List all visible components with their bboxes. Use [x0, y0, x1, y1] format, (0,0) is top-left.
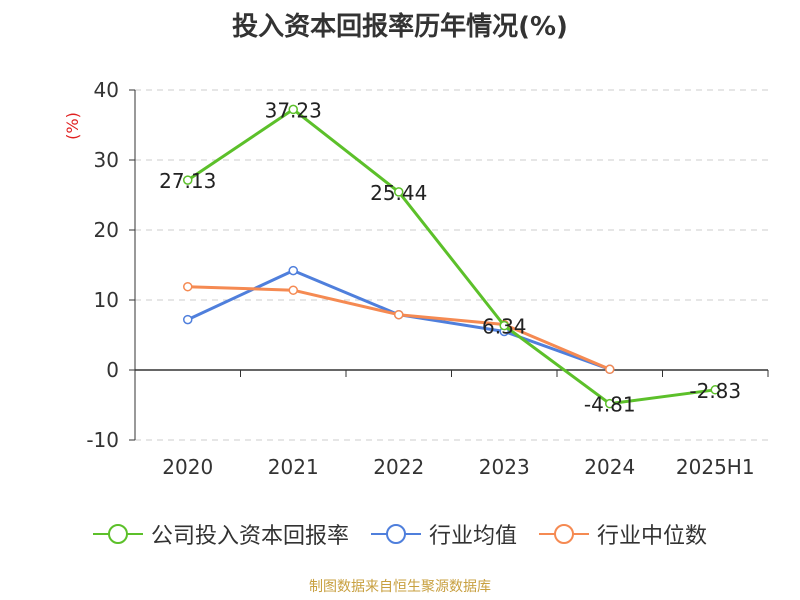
x-tick-label: 2024 [584, 455, 635, 479]
legend: 公司投入资本回报率 行业均值 行业中位数 [0, 518, 800, 550]
chart-title: 投入资本回报率历年情况(%) [232, 12, 568, 42]
y-tick-label: 10 [94, 288, 119, 312]
legend-circle [107, 524, 128, 544]
data-point [605, 398, 615, 409]
data-point [288, 104, 298, 115]
legend-marker-icon [370, 524, 421, 544]
data-point [183, 281, 193, 292]
source-note: 制图数据来自恒生聚源数据库 [309, 579, 491, 595]
data-labels: 27.13 37.23 25.44 6.34 -4.81 -2.83 [159, 98, 741, 416]
data-label: -2.83 [689, 379, 741, 403]
x-tick-label: 2021 [268, 455, 319, 479]
data-label: 25.44 [370, 181, 427, 205]
x-tick-label: 2025H1 [676, 455, 755, 479]
legend-item[interactable]: 公司投入资本回报率 [92, 518, 349, 550]
x-tick-label: 2020 [162, 455, 213, 479]
data-point [710, 385, 720, 395]
legend-circle [385, 524, 406, 544]
data-point [183, 175, 193, 185]
data-point [605, 364, 615, 375]
legend-label: 公司投入资本回报率 [150, 524, 349, 549]
data-label: 27.13 [159, 169, 216, 193]
y-tick-label: 20 [94, 218, 119, 242]
data-point [183, 314, 193, 325]
grid-lines [135, 89, 768, 441]
data-label: 37.23 [265, 98, 322, 122]
x-tick-label: 2022 [373, 455, 424, 479]
data-label: 6.34 [482, 315, 527, 339]
y-tick-label: 30 [94, 148, 119, 172]
y-tick-label: 40 [94, 78, 119, 102]
legend-circle [554, 524, 574, 544]
series-line [187, 269, 611, 371]
y-axis-label: (%) [63, 112, 82, 140]
axes: -10 0 10 20 30 40 (%) 2020 2021 2022 2023 2024 2025H… [63, 78, 769, 479]
series-lines [183, 104, 720, 409]
data-point [288, 265, 298, 276]
x-tick-label: 2023 [479, 455, 530, 479]
legend-label: 行业中位数 [597, 524, 708, 549]
data-label: -4.81 [584, 393, 636, 417]
legend-marker-icon [92, 524, 143, 544]
data-point [394, 187, 404, 197]
legend-marker-icon [539, 524, 589, 544]
y-tick-label: -10 [86, 428, 119, 452]
legend-label: 行业均值 [428, 524, 517, 549]
y-tick-label: 0 [106, 358, 119, 382]
legend-item[interactable]: 行业中位数 [539, 518, 707, 550]
data-point [394, 309, 404, 320]
data-point [288, 285, 298, 295]
data-point [499, 320, 509, 331]
legend-item[interactable]: 行业均值 [370, 518, 517, 550]
series-line [186, 107, 716, 406]
